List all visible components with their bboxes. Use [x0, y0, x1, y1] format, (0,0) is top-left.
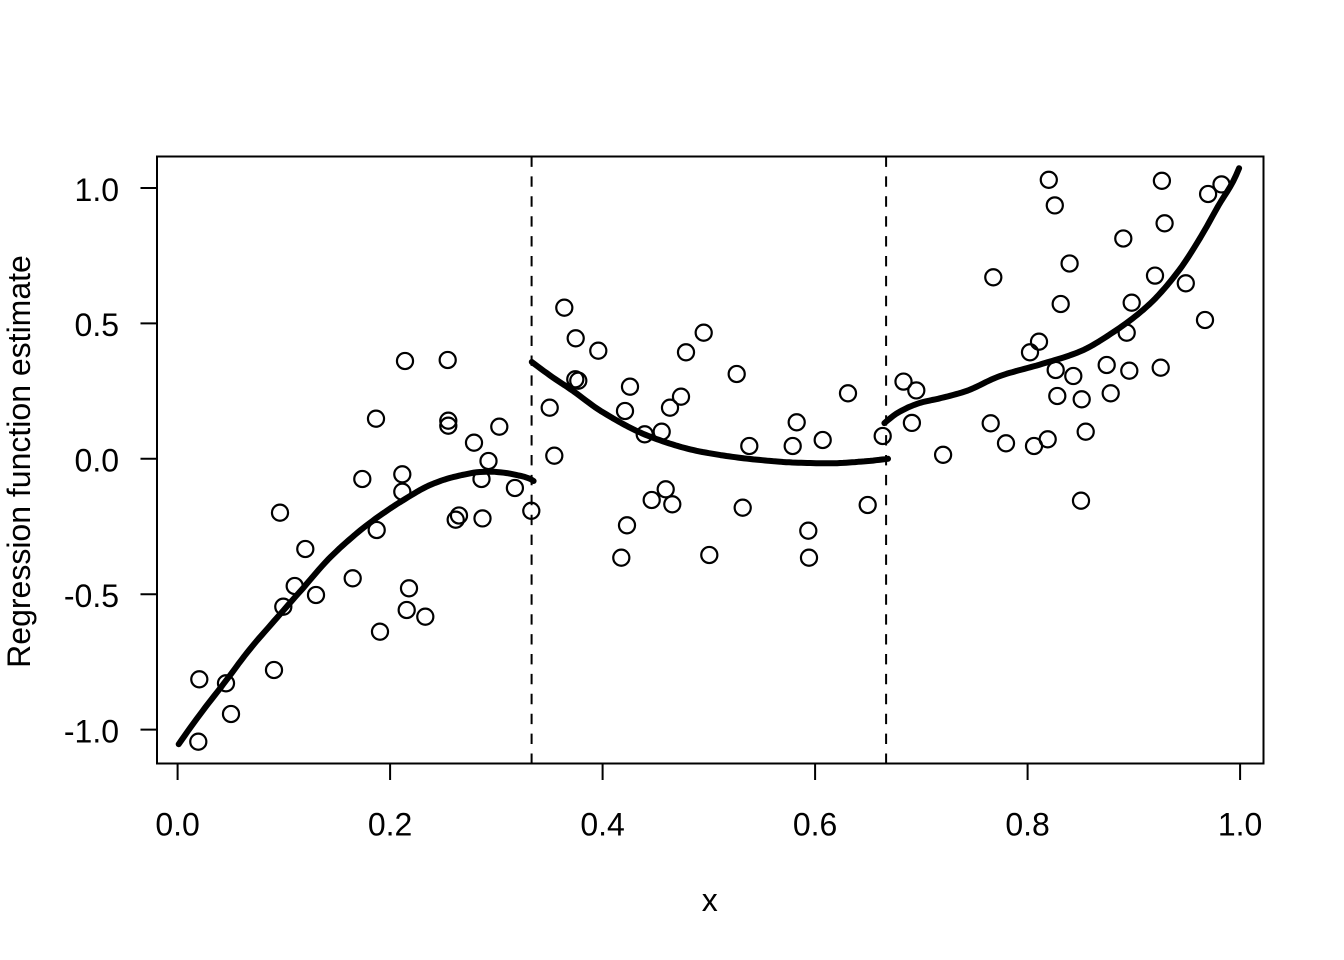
- svg-text:-1.0: -1.0: [64, 713, 119, 749]
- svg-text:1.0: 1.0: [75, 172, 119, 208]
- svg-text:0.8: 0.8: [1005, 807, 1049, 843]
- svg-text:0.0: 0.0: [75, 443, 119, 479]
- svg-text:1.0: 1.0: [1218, 807, 1262, 843]
- svg-text:0.5: 0.5: [75, 307, 119, 343]
- svg-text:x: x: [702, 882, 718, 918]
- svg-text:Regression function estimate: Regression function estimate: [1, 255, 37, 668]
- svg-text:0.0: 0.0: [155, 807, 199, 843]
- svg-text:-0.5: -0.5: [64, 578, 119, 614]
- svg-text:0.4: 0.4: [580, 807, 624, 843]
- svg-text:0.6: 0.6: [793, 807, 837, 843]
- svg-text:0.2: 0.2: [368, 807, 412, 843]
